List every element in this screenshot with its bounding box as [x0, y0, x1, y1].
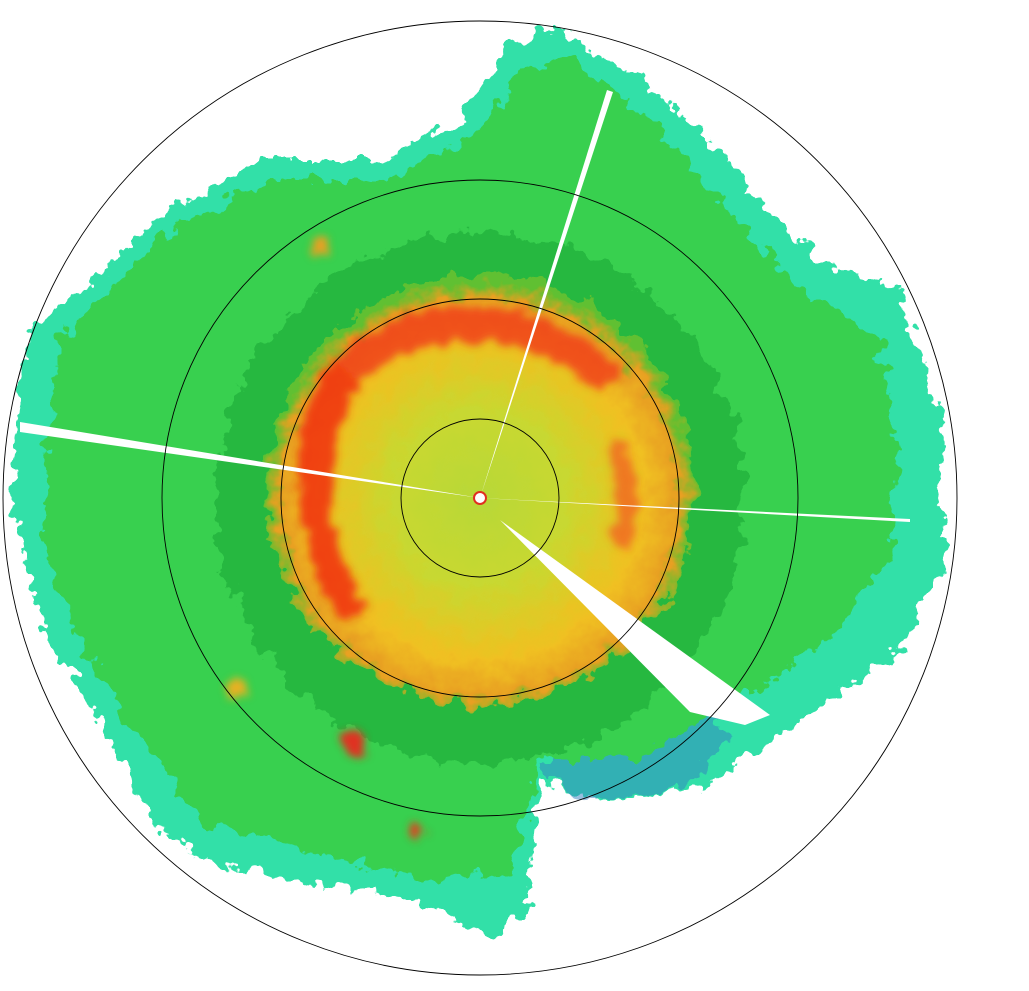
blockage-streak [20, 422, 480, 498]
blockage-streak [480, 498, 910, 522]
range-ring [2, 20, 958, 976]
cell [225, 680, 245, 700]
band-left [298, 360, 370, 620]
cell [310, 235, 330, 255]
band-right [605, 440, 638, 550]
range-ring [280, 298, 680, 698]
blockage-streak [480, 90, 613, 498]
radar-site [473, 491, 487, 505]
range-ring [161, 179, 799, 817]
range-ring [400, 418, 560, 578]
range-rings [2, 20, 958, 976]
cell [407, 822, 423, 838]
cell [343, 730, 367, 754]
band-top [330, 304, 620, 395]
